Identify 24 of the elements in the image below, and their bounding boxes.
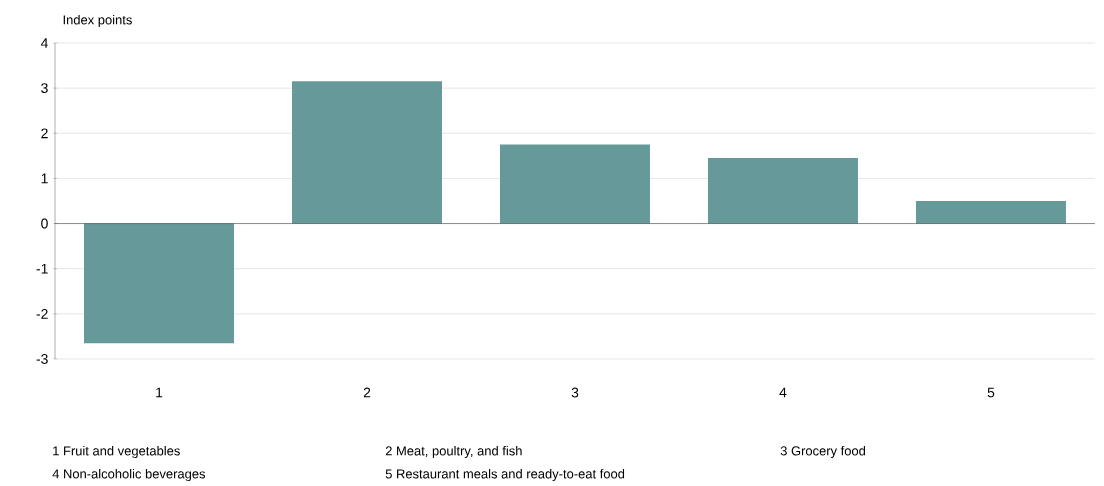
y-tick-label: 1: [41, 173, 48, 184]
bar: [707, 158, 858, 224]
y-tick-label: 0: [41, 218, 48, 229]
text: 1 Fruit and vegetables: [53, 445, 180, 459]
y-tick-label: -1: [36, 263, 48, 274]
x-tick-label: 2: [363, 387, 371, 398]
text: 5 Restaurant meals and ready-to-eat food: [385, 468, 625, 482]
text: 2 Meat, poultry, and fish: [385, 445, 522, 459]
y-tick-label: 3: [41, 83, 48, 94]
y-tick-label: 2: [41, 128, 48, 139]
bar: [292, 81, 442, 224]
x-tick-label: 4: [779, 387, 787, 398]
x-tick-label: 3: [571, 387, 579, 398]
bar: [499, 144, 650, 224]
text: 3 Grocery food: [780, 445, 866, 459]
text: 4 Non-alcoholic beverages: [52, 468, 206, 482]
y-axis-title: Index points: [63, 14, 132, 28]
x-tick-label: 1: [156, 387, 163, 398]
bar: [915, 200, 1066, 224]
y-tick-label: -2: [36, 308, 48, 319]
y-tick-label: 4: [40, 38, 48, 48]
x-tick-label: 5: [987, 387, 995, 398]
y-tick-label: -3: [36, 354, 48, 364]
bar: [84, 223, 234, 344]
